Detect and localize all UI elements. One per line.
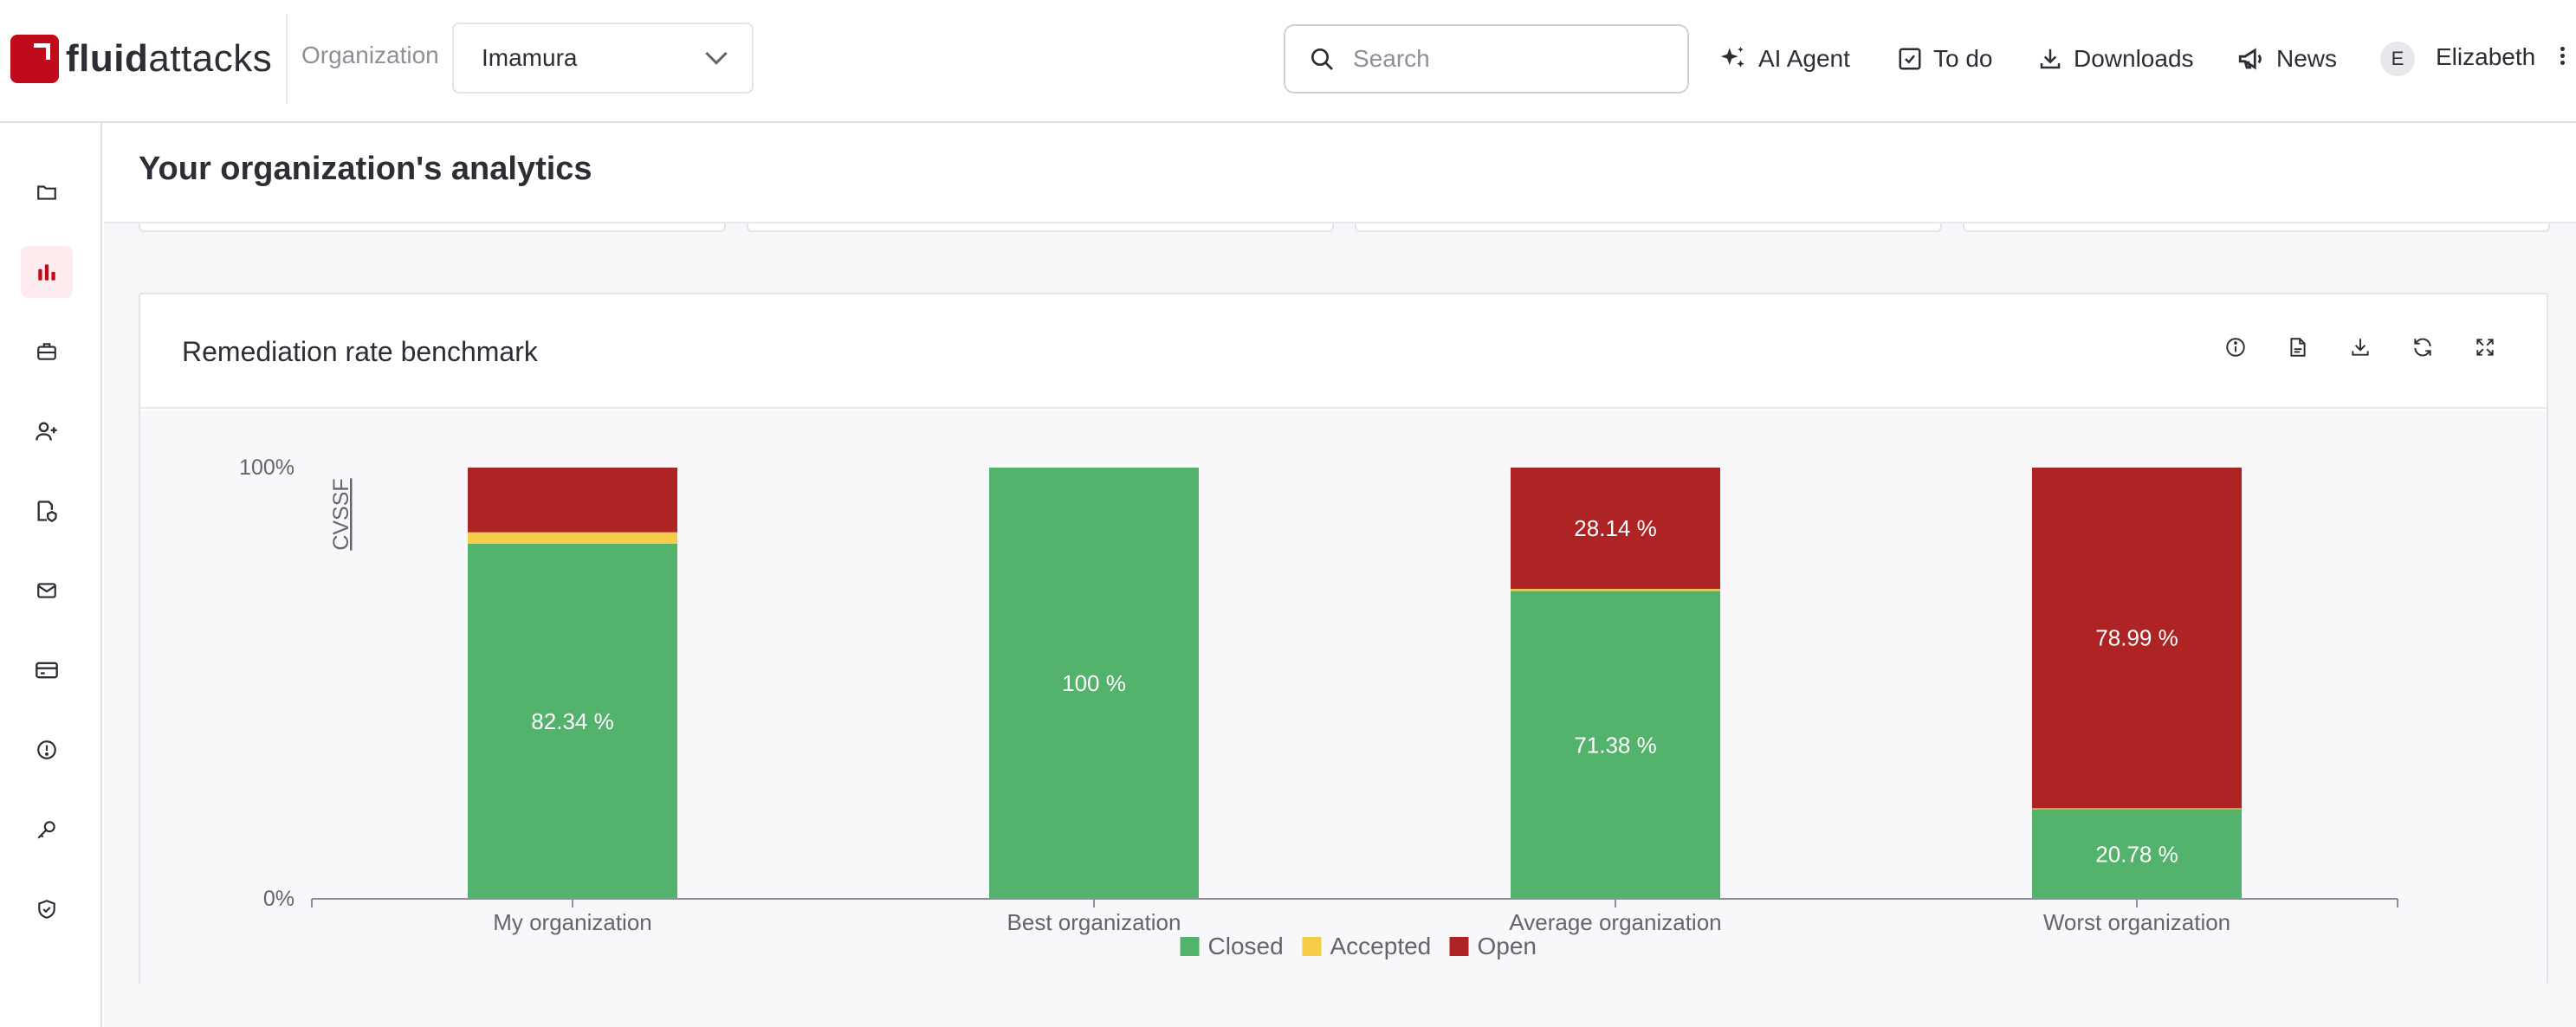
x-tick-label: Average organization xyxy=(1509,909,1721,935)
chart-area: 100% 0% CVSSF 82.34 % My organization 100 % Be… xyxy=(140,410,2547,985)
y-axis-label: CVSSF xyxy=(329,478,353,550)
credit-card-icon xyxy=(36,662,58,679)
expand-button[interactable] xyxy=(2472,334,2498,360)
y-tick-label: 0% xyxy=(263,887,294,911)
card-header: Remediation rate benchmark xyxy=(140,294,2547,409)
sidebar xyxy=(0,123,102,1027)
search-input[interactable] xyxy=(1353,45,1665,73)
legend-swatch-accepted xyxy=(1302,937,1322,956)
top-bar: fluidattacks Organization Imamura AI Age… xyxy=(0,0,2576,123)
bar-segment-open xyxy=(1511,468,1720,590)
card-toolbar xyxy=(2223,334,2498,360)
news-button[interactable]: News xyxy=(2236,40,2337,78)
user-name[interactable]: Elizabeth xyxy=(2436,43,2536,70)
more-options-icon[interactable] xyxy=(2560,47,2566,69)
info-button[interactable] xyxy=(2223,334,2249,360)
sidebar-item-outside[interactable] xyxy=(21,565,73,617)
legend-label: Closed xyxy=(1208,933,1284,959)
csv-export-button[interactable] xyxy=(2285,334,2311,360)
bar-segment-closed xyxy=(468,543,677,899)
ai-agent-label: AI Agent xyxy=(1758,45,1850,72)
key-icon xyxy=(37,821,55,839)
page-title: Your organization's analytics xyxy=(139,151,592,187)
bar-segment-accepted xyxy=(1511,589,1720,591)
expand-icon xyxy=(2476,339,2494,356)
folder-icon xyxy=(37,185,56,200)
user-plus-icon xyxy=(36,422,57,441)
megaphone-icon xyxy=(2238,48,2262,70)
organization-label: Organization xyxy=(301,42,439,68)
bar-segment-accepted xyxy=(468,532,677,544)
sidebar-item-policies[interactable] xyxy=(21,485,73,537)
sidebar-item-analytics[interactable] xyxy=(21,246,73,298)
sidebar-item-groups[interactable] xyxy=(21,166,73,218)
sidebar-item-security[interactable] xyxy=(21,883,73,935)
downloads-label: Downloads xyxy=(2074,45,2194,72)
todo-label: To do xyxy=(1933,45,1993,72)
x-tick-label: Best organization xyxy=(1007,909,1181,935)
legend-swatch-open xyxy=(1449,937,1469,956)
avatar[interactable]: E xyxy=(2380,42,2415,76)
refresh-button[interactable] xyxy=(2410,334,2436,360)
search-icon xyxy=(1311,48,1333,70)
main-content: Your organization's analytics Remediatio… xyxy=(104,125,2576,1027)
legend-swatch-closed xyxy=(1180,937,1200,956)
remediation-benchmark-card: Remediation rate benchmark xyxy=(139,293,2548,985)
legend-label: Accepted xyxy=(1330,933,1432,959)
search-box[interactable] xyxy=(1284,24,1689,94)
briefcase-icon xyxy=(37,343,56,360)
sidebar-item-billing[interactable] xyxy=(21,644,73,696)
bar-segment-open xyxy=(2032,468,2242,809)
news-label: News xyxy=(2276,45,2338,72)
todo-button[interactable]: To do xyxy=(1897,40,1993,78)
download-icon xyxy=(2040,48,2061,69)
bar-segment-closed xyxy=(2032,809,2242,899)
sidebar-item-compliance[interactable] xyxy=(21,724,73,776)
downloads-button[interactable]: Downloads xyxy=(2037,40,2194,78)
data-label: 20.78 % xyxy=(2095,841,2178,867)
sparkles-icon xyxy=(1720,46,1744,68)
header-divider xyxy=(286,14,288,104)
download-button[interactable] xyxy=(2347,334,2373,360)
download-icon xyxy=(2352,339,2369,356)
logo-mark-icon xyxy=(10,35,59,83)
mail-icon xyxy=(37,583,56,598)
card-title: Remediation rate benchmark xyxy=(182,336,538,367)
legend-label: Open xyxy=(1478,933,1537,959)
bar-segment-open xyxy=(468,468,677,533)
csv-export-icon xyxy=(2290,338,2306,357)
bar-segment-closed xyxy=(1511,591,1720,899)
policies-icon xyxy=(37,501,57,522)
chevron-down-icon xyxy=(705,42,728,65)
shield-check-icon xyxy=(38,900,55,919)
info-icon xyxy=(2226,338,2245,357)
ai-agent-button[interactable]: AI Agent xyxy=(1718,40,1850,78)
data-label: 78.99 % xyxy=(2095,625,2178,651)
fluid-attacks-logo[interactable]: fluidattacks xyxy=(10,33,272,85)
bar-segment-closed xyxy=(989,468,1199,899)
bar-chart-icon xyxy=(38,264,55,281)
previous-cards-edge xyxy=(139,223,2555,234)
logo-wordmark: fluidattacks xyxy=(66,37,273,80)
alert-circle-icon xyxy=(37,740,56,759)
sidebar-item-portfolios[interactable] xyxy=(21,326,73,378)
data-label: 82.34 % xyxy=(531,708,613,734)
organization-selected-value: Imamura xyxy=(482,44,578,71)
refresh-icon xyxy=(2414,338,2431,357)
organization-select[interactable]: Imamura xyxy=(452,23,754,94)
data-label: 71.38 % xyxy=(1574,732,1656,758)
sidebar-item-members[interactable] xyxy=(21,405,73,457)
sidebar-item-credentials[interactable] xyxy=(21,804,73,856)
data-label: 100 % xyxy=(1062,670,1126,696)
x-tick-label: Worst organization xyxy=(2043,909,2230,935)
data-label: 28.14 % xyxy=(1574,515,1656,541)
page-header: Your organization's analytics xyxy=(104,125,2576,223)
remediation-chart: 100% 0% CVSSF 82.34 % My organization 100 % Be… xyxy=(239,455,2398,959)
y-tick-label: 100% xyxy=(239,455,294,480)
checkbox-icon xyxy=(1899,48,1921,70)
bar-segment-accepted xyxy=(2032,808,2242,810)
x-tick-label: My organization xyxy=(493,909,652,935)
